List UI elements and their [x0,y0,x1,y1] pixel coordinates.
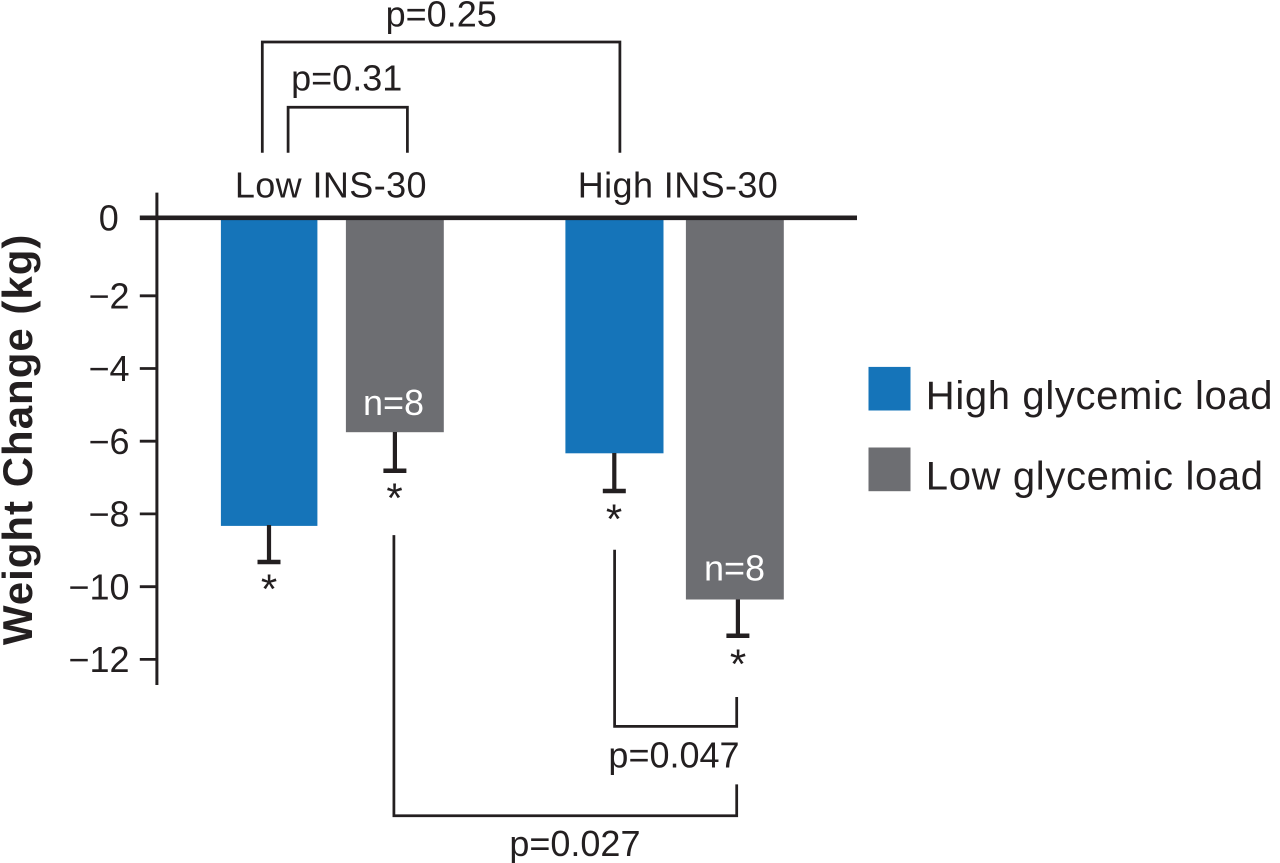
svg-text:High glycemic load: High glycemic load [926,374,1273,418]
svg-text:Low glycemic load: Low glycemic load [926,455,1264,499]
svg-text:p=0.047: p=0.047 [608,734,739,775]
svg-text:n=8: n=8 [704,547,765,588]
svg-text:−6: −6 [88,421,129,462]
svg-text:−2: −2 [88,276,129,317]
svg-text:*: * [730,640,746,687]
svg-text:*: * [606,495,622,542]
svg-text:Weight Change (kg): Weight Change (kg) [0,234,41,646]
svg-text:p=0.027: p=0.027 [509,823,640,863]
svg-text:−8: −8 [88,494,129,535]
svg-text:0: 0 [99,198,119,239]
svg-text:*: * [386,474,402,521]
svg-text:−4: −4 [88,348,129,389]
svg-text:−10: −10 [68,566,129,607]
svg-text:*: * [261,565,277,612]
svg-text:−12: −12 [68,639,129,680]
svg-text:p=0.25: p=0.25 [386,0,497,35]
svg-text:p=0.31: p=0.31 [291,58,402,99]
svg-text:n=8: n=8 [363,382,424,423]
svg-text:High INS-30: High INS-30 [578,165,778,206]
svg-text:Low INS-30: Low INS-30 [235,165,427,206]
